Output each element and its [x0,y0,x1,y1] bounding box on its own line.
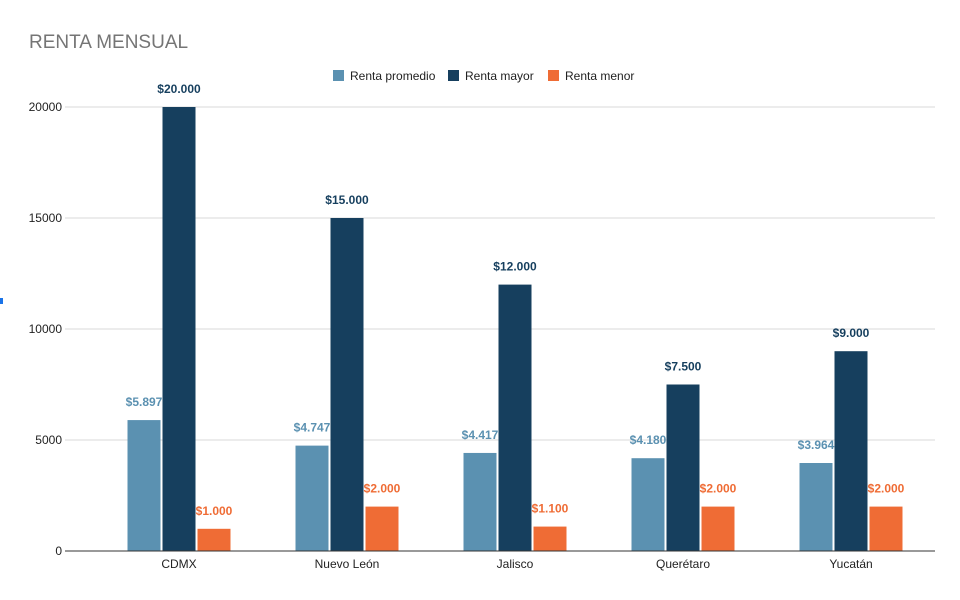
bar-renta-promedio [799,462,833,551]
data-label-renta-promedio: $4.747 [294,421,331,435]
data-label-renta-menor: $2.000 [364,482,401,496]
x-tick-label: Jalisco [497,557,534,571]
data-label-renta-promedio: $5.897 [126,395,163,409]
y-tick-label: 20000 [29,100,63,114]
bar-renta-promedio [463,452,497,551]
legend-label-renta-promedio: Renta promedio [350,69,436,83]
bar-renta-menor [869,506,903,551]
y-tick-label: 5000 [35,433,62,447]
bar-renta-mayor [162,107,196,551]
legend-swatch-renta-promedio [333,70,344,81]
legend: Renta promedio Renta mayor Renta menor [333,69,634,83]
x-tick-label: Nuevo León [315,557,380,571]
data-label-renta-promedio: $3.964 [798,438,835,452]
edge-marker [0,298,3,304]
x-tick-label: Yucatán [829,557,872,571]
x-axis-categories: CDMX Nuevo León Jalisco Querétaro Yucatán [161,557,872,571]
data-label-renta-mayor: $12.000 [493,260,537,274]
data-label-renta-menor: $2.000 [700,482,737,496]
bar-renta-menor [197,528,231,551]
bar-renta-menor [701,506,735,551]
chart-title: RENTA MENSUAL [29,32,188,53]
data-label-renta-mayor: $7.500 [665,360,702,374]
data-label-renta-menor: $2.000 [868,482,905,496]
data-label-renta-mayor: $20.000 [157,82,201,96]
bar-renta-mayor [666,384,700,551]
legend-swatch-renta-mayor [448,70,459,81]
x-tick-label: Querétaro [656,557,710,571]
bar-renta-mayor [330,218,364,551]
bar-renta-mayor [498,284,532,551]
bar-renta-menor [365,506,399,551]
data-label-renta-promedio: $4.417 [462,428,499,442]
data-label-renta-mayor: $9.000 [833,326,870,340]
data-label-renta-menor: $1.100 [532,502,569,516]
bars [127,107,903,551]
y-tick-label: 15000 [29,211,63,225]
legend-label-renta-menor: Renta menor [565,69,634,83]
y-axis-ticks: 0 5000 10000 15000 20000 [29,100,63,558]
x-tick-label: CDMX [161,557,196,571]
legend-label-renta-mayor: Renta mayor [465,69,534,83]
bar-renta-menor [533,526,567,551]
bar-renta-mayor [834,351,868,551]
data-labels: $5.897 $20.000 $1.000 $4.747 $15.000 $2.000 $4… [126,82,905,518]
data-label-renta-mayor: $15.000 [325,193,369,207]
legend-swatch-renta-menor [548,70,559,81]
data-label-renta-promedio: $4.180 [630,433,667,447]
y-tick-label: 10000 [29,322,63,336]
data-label-renta-menor: $1.000 [196,504,233,518]
y-tick-label: 0 [55,544,62,558]
bar-renta-promedio [295,445,329,551]
bar-renta-promedio [631,458,665,551]
bar-renta-promedio [127,420,161,551]
